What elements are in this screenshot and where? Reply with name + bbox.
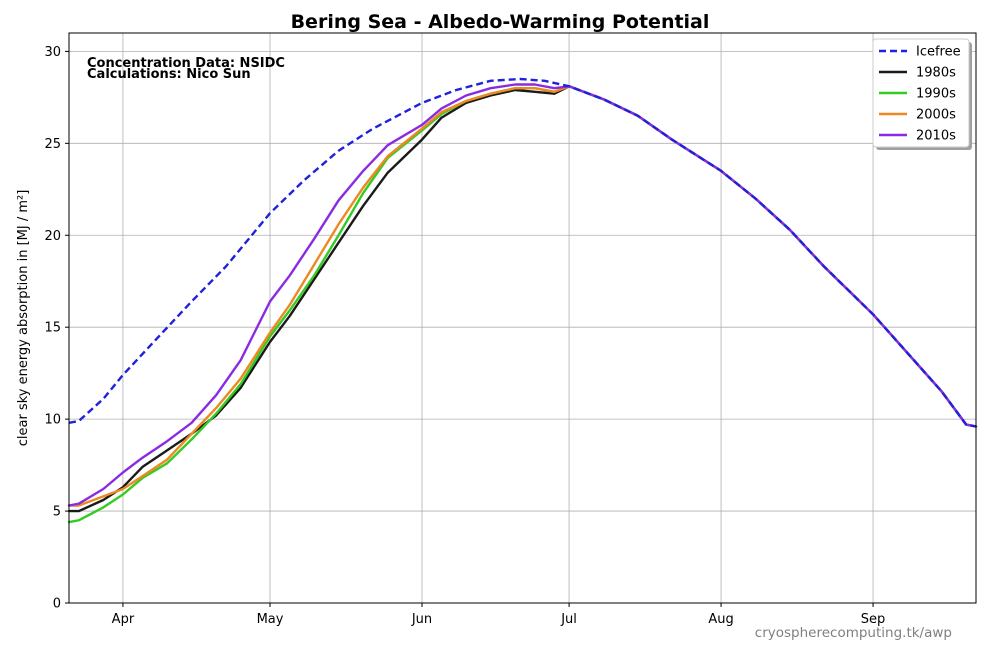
chart-title: Bering Sea - Albedo-Warming Potential: [291, 11, 710, 33]
x-tick-label: Aug: [708, 612, 733, 627]
axis-ticks: 0 5 10 15 20 25 30 Apr May Jun Jul Aug Sep: [44, 45, 885, 627]
y-axis-label: clear sky energy absorption in [MJ / m²]: [16, 190, 31, 447]
y-tick-label: 30: [44, 45, 61, 60]
legend-label-2000s: 2000s: [916, 108, 956, 123]
series-line-icefree: [68, 77, 977, 428]
y-tick-label: 0: [53, 597, 61, 612]
series-line-1980s: [67, 85, 978, 513]
x-tick-label: Sep: [861, 612, 886, 627]
grid: [69, 33, 976, 604]
x-tick-label: May: [257, 612, 284, 627]
legend-label-1980s: 1980s: [916, 66, 956, 81]
legend-label-2010s: 2010s: [916, 129, 956, 144]
series-line-2000s: [67, 85, 978, 507]
series-line-1990s: [67, 85, 978, 524]
series-line-2010s: [67, 83, 978, 507]
annotation-credit: Calculations: Nico Sun: [87, 67, 251, 82]
y-tick-label: 25: [44, 137, 61, 152]
credit-watermark: cryospherecomputing.tk/awp: [755, 625, 952, 641]
x-tick-label: Apr: [112, 612, 135, 627]
y-tick-label: 20: [44, 229, 61, 244]
y-tick-label: 10: [44, 413, 61, 428]
x-tick-label: Jul: [560, 612, 577, 627]
annotation-source: Concentration Data: NSIDC: [87, 56, 285, 71]
series-lines: [67, 77, 978, 524]
y-tick-label: 5: [53, 505, 61, 520]
legend: Icefree 1980s 1990s 2000s 2010s: [872, 38, 972, 150]
plot-frame: [68, 32, 977, 604]
y-tick-label: 15: [44, 321, 61, 336]
legend-label-icefree: Icefree: [916, 45, 961, 60]
legend-label-1990s: 1990s: [916, 87, 956, 102]
x-tick-label: Jun: [411, 612, 432, 627]
legend-box: [872, 38, 970, 148]
